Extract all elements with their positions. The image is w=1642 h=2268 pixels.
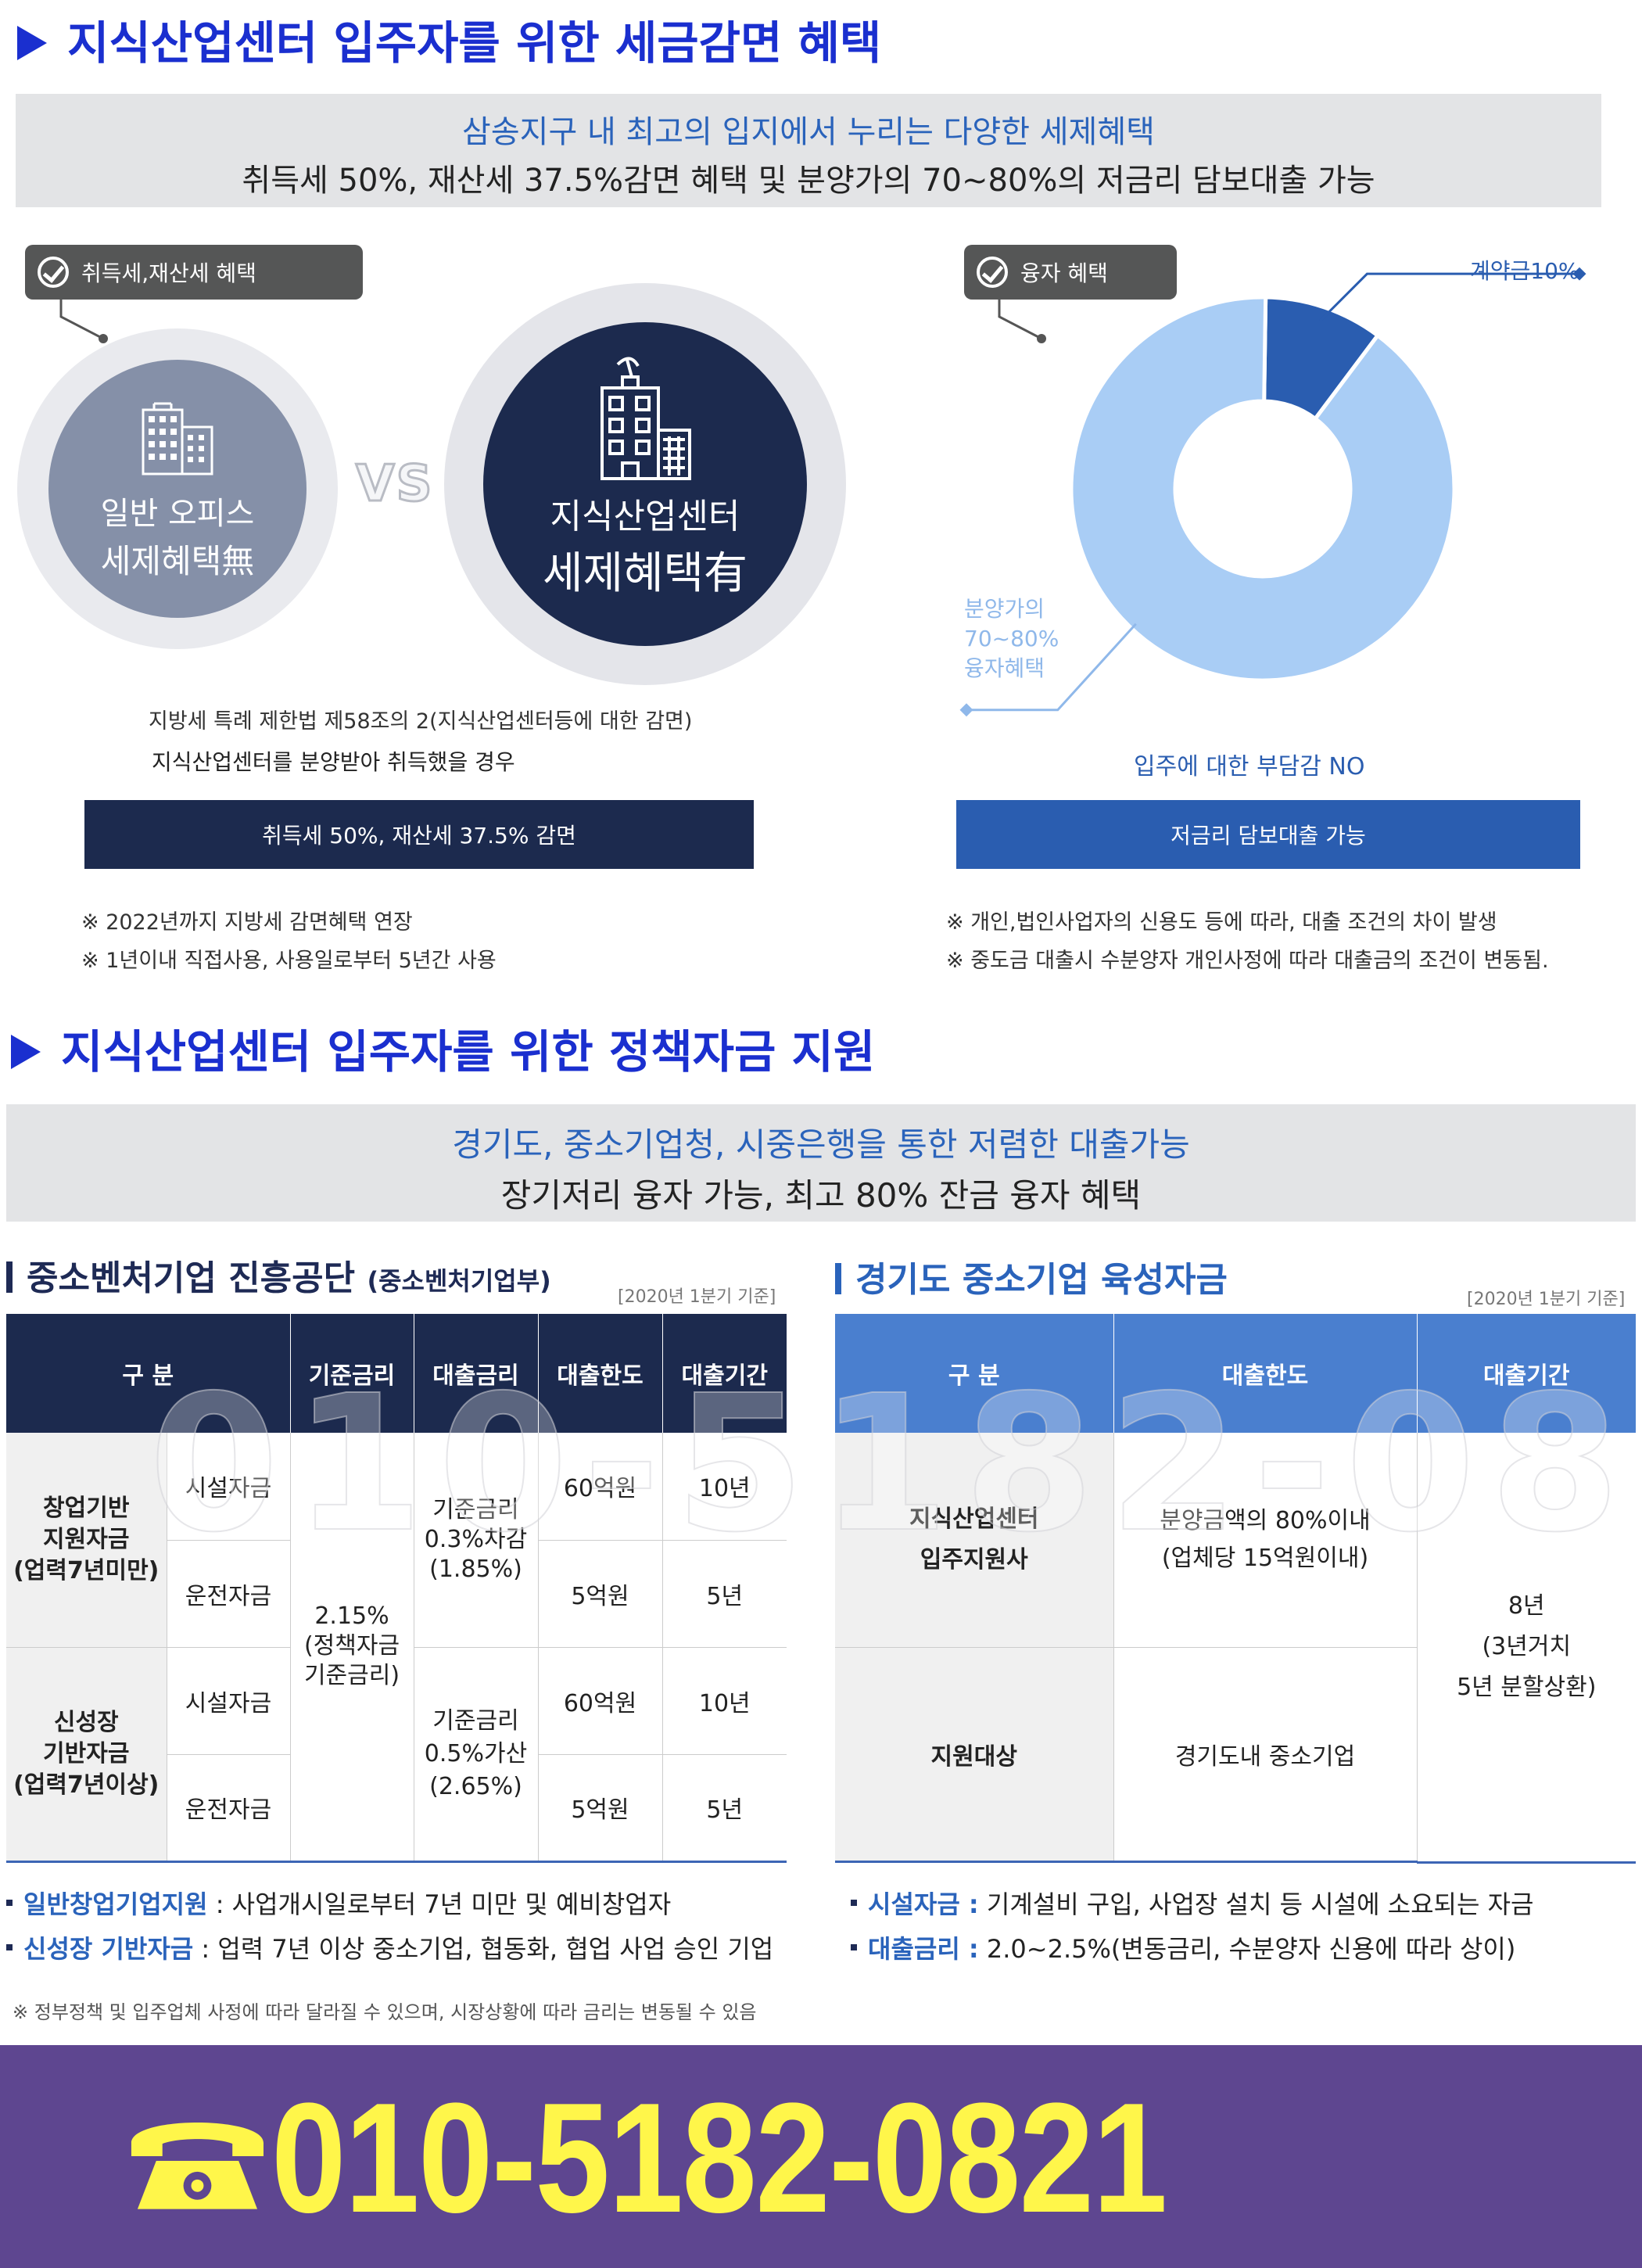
check-icon — [977, 257, 1008, 288]
tag-connector — [59, 300, 108, 343]
limit-cell: 5억원 — [538, 1540, 663, 1648]
tax-reduction-bar: 취득세 50%, 재산세 37.5% 감면 — [84, 800, 754, 869]
burden-no-text: 입주에 대한 부담감 NO — [1134, 753, 1365, 781]
kosmes-heading: 중소벤처기업 진흥공단 (중소벤처기업부) — [6, 1250, 551, 1300]
support-target-label: 지원대상 — [835, 1647, 1113, 1863]
bullet-growth: 신성장 기반자금 : 업력 7년 이상 중소기업, 협동화, 협업 사업 승인 … — [6, 1929, 773, 1965]
header-category: 구 분 — [6, 1314, 291, 1433]
table-row: 지원대상 경기도내 중소기업 — [835, 1647, 1636, 1863]
operating-fund-label: 운전자금 — [166, 1540, 291, 1648]
loan-donut-chart — [959, 267, 1586, 717]
header-category: 구 분 — [835, 1314, 1114, 1433]
table-row: 신성장 기반자금 (업력7년이상) 시설자금 기준금리 0.5%가산 (2.65%) 6… — [6, 1647, 787, 1863]
general-office-circle: 일반 오피스 세제혜택無 — [48, 360, 307, 618]
startup-rate-cell: 기준금리 0.3%차감 (1.85%) — [414, 1433, 539, 1648]
section-title-policy-fund: 지식산업센터 입주자를 위한 정책자금 지원 — [11, 1015, 875, 1081]
period-cell: 8년 (3년거치 5년 분할상환) — [1457, 1592, 1597, 1701]
facility-fund-label: 시설자금 — [166, 1433, 291, 1541]
donut-slice-1 — [1069, 295, 1457, 683]
header-loan-period: 대출기간 — [681, 1362, 768, 1390]
limit-cell: 60억원 — [538, 1433, 663, 1541]
policy-banner-line2: 장기저리 융자 가능, 최고 80% 잔금 융자 혜택 — [500, 1176, 1142, 1215]
period-cell: 10년 — [662, 1433, 787, 1541]
bullet-startup: 일반창업기업지원 : 사업개시일로부터 7년 미만 및 예비창업자 — [6, 1885, 671, 1921]
knowledge-center-label: 지식산업센터 — [550, 497, 740, 536]
facility-fund-label: 시설자금 — [166, 1647, 291, 1755]
tenant-limit-cell: 분양금액의 80%이내 (업체당 15억원이내) — [1113, 1433, 1418, 1648]
loan-leader-dot — [959, 703, 973, 717]
tax-note-1: ※ 2022년까지 지방세 감면혜택 연장 — [81, 910, 413, 935]
gyeonggi-standard-date: [2020년 1분기 기준] — [1467, 1290, 1626, 1309]
base-rate-cell: 2.15% (정책자금 기준금리) — [290, 1433, 414, 1861]
section-title-tax: 지식산업센터 입주자를 위한 세금감면 혜택 — [17, 6, 881, 72]
knowledge-center-circle: 지식산업센터 세제혜택有 — [483, 322, 807, 646]
tax-note-2: ※ 1년이내 직접사용, 사용일로부터 5년간 사용 — [81, 949, 497, 973]
header-base-rate: 기준금리 — [290, 1314, 414, 1433]
acquisition-condition: 지식산업센터를 분양받아 취득했을 경우 — [152, 749, 515, 775]
policy-footnote: ※ 정부정책 및 입주업체 사정에 따라 달라질 수 있으며, 시장상황에 따라… — [13, 2001, 757, 2023]
kosmes-header-row: 구 분 기준금리 대출금리 대출한도 대출기간 — [6, 1314, 787, 1433]
phone-icon — [131, 2123, 264, 2209]
general-office-label: 일반 오피스 — [100, 496, 255, 532]
period-cell: 5년 — [662, 1754, 787, 1863]
triangle-bullet-icon — [11, 1034, 41, 1069]
contact-footer: 010-5182-0821 — [0, 2045, 1642, 2268]
table-row: 운전자금 5억원 5년 — [6, 1540, 787, 1648]
loan-note-1: ※ 개인,법인사업자의 신용도 등에 따라, 대출 조건의 차이 발생 — [946, 910, 1497, 935]
loan-benefit-tag: 융자 혜택 — [964, 245, 1177, 300]
table-row: 창업기반 지원자금 (업력7년미만) 시설자금 2.15% (정책자금 기준금리) 기준… — [6, 1433, 787, 1861]
gyeonggi-header-row: 구 분 대출한도 대출기간 — [835, 1314, 1636, 1433]
check-icon — [38, 257, 69, 288]
knowledge-center-benefit: 세제혜택有 — [542, 548, 748, 599]
support-target-cell: 경기도내 중소기업 — [1113, 1647, 1418, 1863]
deposit-leader-line — [1319, 272, 1579, 322]
header-loan-limit: 대출한도 — [538, 1314, 663, 1433]
bullet-facility: 시설자금 : 기계설비 구입, 사업장 설치 등 시설에 소요되는 자금 — [851, 1885, 1534, 1921]
limit-cell: 60억원 — [538, 1647, 663, 1755]
header-loan-limit: 대출한도 — [1113, 1314, 1418, 1433]
header-loan-period: 대출기간 — [1483, 1362, 1570, 1390]
loan-note-2: ※ 중도금 대출시 수분양자 개인사정에 따라 대출금의 조건이 변동됨. — [946, 949, 1549, 973]
tax-benefit-tag: 취득세,재산세 혜택 — [25, 245, 363, 300]
startup-fund-label: 창업기반 지원자금 (업력7년미만) — [6, 1433, 167, 1648]
period-cell: 10년 — [662, 1647, 787, 1755]
banner-line2: 취득세 50%, 재산세 37.5%감면 혜택 및 분양가의 70~80%의 저… — [242, 163, 1375, 199]
bullet-rate: 대출금리 : 2.0~2.5%(변동금리, 수분양자 신용에 따라 상이) — [851, 1929, 1515, 1965]
gyeonggi-fund-table: 구 분 대출한도 대출기간 지식산업센터 입주지원사 분양금액의 80%이내 (업체… — [835, 1314, 1636, 1863]
kosmes-fund-table: 구 분 기준금리 대출금리 대출한도 대출기간 창업기반 지원자금 (업력7년미만)… — [6, 1314, 787, 1863]
limit-cell: 5억원 — [538, 1754, 663, 1863]
general-office-benefit: 세제혜택無 — [100, 542, 255, 580]
period-cell: 5년 — [662, 1540, 787, 1648]
loan-label: 분양가의 70~80% 융자혜택 — [964, 596, 1059, 681]
knowledge-center-tenant-label: 지식산업센터 입주지원사 — [835, 1433, 1113, 1648]
office-building-icon — [142, 402, 213, 475]
law-reference: 지방세 특례 제한법 제58조의 2(지식산업센터등에 대한 감면) — [149, 709, 693, 734]
phone-number[interactable]: 010-5182-0821 — [271, 2071, 1167, 2245]
kosmes-standard-date: [2020년 1분기 기준] — [618, 1287, 776, 1307]
tax-banner: 삼송지구 내 최고의 입지에서 누리는 다양한 세제혜택 취득세 50%, 재산… — [16, 94, 1601, 207]
low-rate-loan-bar: 저금리 담보대출 가능 — [956, 800, 1580, 869]
knowledge-center-building-icon — [601, 357, 691, 480]
loan-leader-line — [966, 623, 1137, 712]
growth-fund-label: 신성장 기반자금 (업력7년이상) — [6, 1647, 167, 1863]
policy-banner: 경기도, 중소기업청, 시중은행을 통한 저렴한 대출가능 장기저리 융자 가능… — [6, 1104, 1636, 1222]
vs-label: VS — [355, 454, 434, 515]
policy-banner-line1: 경기도, 중소기업청, 시중은행을 통한 저렴한 대출가능 — [452, 1125, 1190, 1164]
table-row: 지식산업센터 입주지원사 분양금액의 80%이내 (업체당 15억원이내) 8년 (3… — [835, 1433, 1636, 1701]
operating-fund-label: 운전자금 — [166, 1754, 291, 1863]
loan-tag-connector — [998, 300, 1046, 343]
triangle-bullet-icon — [17, 25, 47, 60]
header-loan-rate: 대출금리 — [414, 1314, 539, 1433]
growth-rate-cell: 기준금리 0.5%가산 (2.65%) — [414, 1647, 539, 1863]
table-row: 운전자금 5억원 5년 — [6, 1754, 787, 1863]
deposit-label: 계약금10% — [1470, 258, 1579, 284]
banner-line1: 삼송지구 내 최고의 입지에서 누리는 다양한 세제혜택 — [462, 114, 1155, 150]
gyeonggi-fund-heading: 경기도 중소기업 육성자금 — [835, 1251, 1228, 1301]
